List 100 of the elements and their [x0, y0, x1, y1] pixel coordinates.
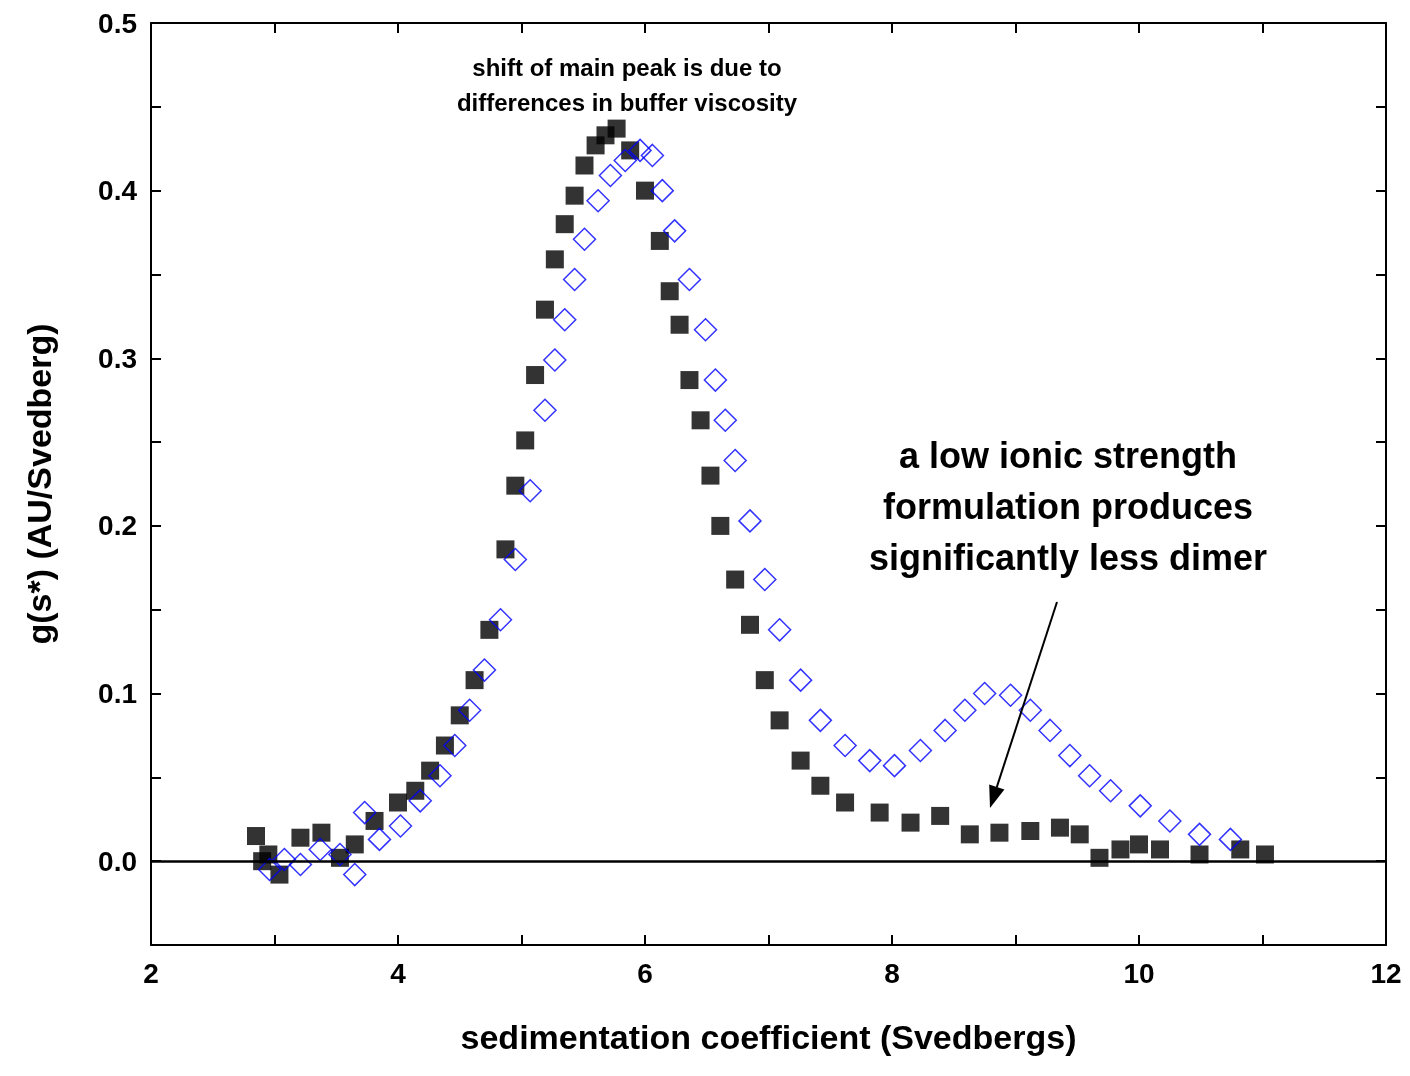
point [901, 813, 920, 832]
point [365, 811, 384, 830]
point [650, 231, 669, 250]
point [680, 371, 699, 390]
point [428, 763, 452, 788]
point [516, 431, 535, 450]
point [990, 823, 1009, 842]
x-tick-label: 6 [637, 957, 653, 989]
x-axis-title: sedimentation coefficient (Svedbergs) [460, 1018, 1077, 1056]
y-tick-label: 0.5 [98, 7, 137, 39]
point [726, 570, 745, 589]
point [701, 466, 720, 485]
point [1018, 698, 1043, 723]
y-tick-label: 0.1 [98, 678, 137, 710]
point [693, 318, 718, 342]
point [613, 148, 637, 173]
point [443, 733, 467, 758]
point [931, 806, 950, 825]
point [960, 825, 979, 844]
point [1111, 840, 1130, 859]
point [328, 842, 352, 867]
y-axis-title: g(s*) (AU/Svedberg) [20, 323, 58, 645]
point [291, 828, 310, 847]
point [506, 476, 525, 495]
point [933, 718, 957, 743]
point [713, 408, 738, 433]
point [607, 119, 626, 138]
point [457, 698, 482, 723]
point [598, 163, 623, 188]
point [533, 398, 557, 422]
point [535, 300, 554, 319]
point [858, 748, 882, 773]
point [312, 823, 331, 842]
y-tick-label: 0.0 [98, 845, 137, 877]
point [526, 366, 545, 385]
point [555, 215, 574, 234]
point [882, 753, 907, 778]
point [575, 156, 594, 175]
point [272, 847, 297, 872]
point [791, 751, 810, 770]
point [870, 803, 889, 822]
point [367, 827, 392, 852]
point [552, 307, 577, 332]
point [1150, 840, 1169, 859]
point [388, 814, 413, 838]
point [660, 282, 679, 301]
point [288, 852, 313, 877]
x-tick-label: 8 [884, 957, 900, 989]
point [636, 181, 654, 200]
point [1158, 809, 1182, 833]
point [677, 267, 702, 292]
point [257, 857, 282, 882]
x-tick-label: 4 [390, 957, 407, 989]
point [1050, 818, 1069, 837]
point [503, 547, 528, 572]
point [808, 708, 833, 733]
point [562, 267, 587, 292]
point [480, 620, 499, 639]
point [711, 516, 730, 535]
point [1187, 822, 1212, 847]
point [408, 789, 432, 813]
point [755, 671, 774, 690]
point [723, 448, 747, 473]
point [628, 138, 652, 163]
point [389, 793, 407, 812]
point [811, 776, 830, 795]
point [767, 618, 792, 642]
point [352, 800, 377, 825]
point [586, 188, 610, 213]
point [345, 835, 364, 854]
point [1058, 743, 1082, 768]
x-tick-label: 10 [1123, 957, 1155, 989]
point [496, 540, 515, 559]
point [543, 348, 567, 372]
y-tick-label: 0.2 [98, 510, 137, 542]
point [770, 711, 789, 730]
point [572, 227, 597, 251]
point [640, 143, 665, 168]
point [518, 478, 542, 503]
point [1128, 794, 1152, 818]
point [465, 671, 484, 690]
y-tick-label: 0.3 [98, 342, 137, 374]
point [343, 862, 367, 887]
point [691, 411, 710, 430]
point [953, 698, 977, 723]
point [472, 658, 497, 682]
point [972, 681, 997, 706]
point [650, 178, 675, 203]
annotation: a low ionic strength formulation produces significantly less dimer [868, 435, 1268, 578]
point [1021, 822, 1040, 841]
x-tick-label: 2 [143, 957, 159, 989]
point [908, 738, 933, 763]
x-tick-label: 12 [1370, 957, 1402, 989]
point [1218, 827, 1243, 852]
point [1098, 779, 1123, 803]
point [1038, 718, 1062, 743]
point [833, 733, 857, 758]
point [450, 706, 469, 725]
point [246, 827, 265, 846]
annotation: shift of main peak is due to differences in buffer viscosity [456, 54, 798, 116]
